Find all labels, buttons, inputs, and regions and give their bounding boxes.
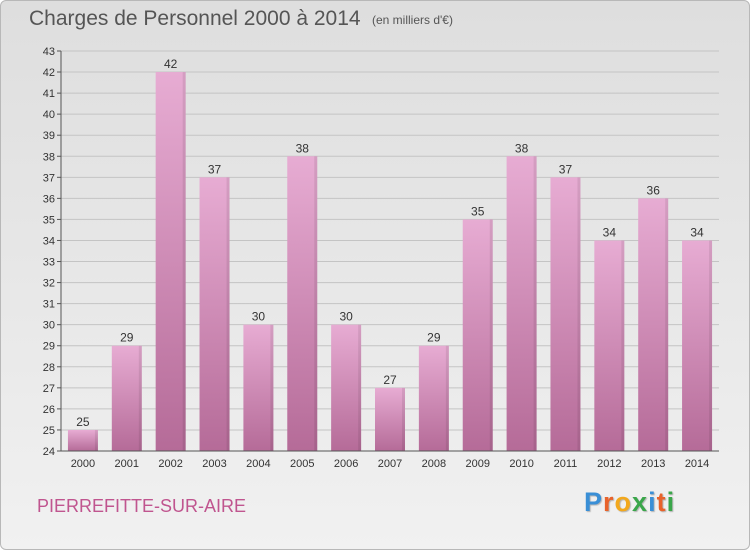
chart-title: Charges de Personnel 2000 à 2014 bbox=[29, 7, 361, 30]
commune-name: PIERREFITTE-SUR-AIRE bbox=[37, 496, 247, 516]
bar-2009 bbox=[462, 219, 493, 451]
bar-2007 bbox=[375, 387, 405, 451]
data-label-2000: 25 bbox=[76, 415, 90, 429]
bar-shade-2007 bbox=[402, 387, 405, 451]
y-tick-label: 25 bbox=[43, 425, 55, 437]
y-tick-label: 26 bbox=[43, 404, 55, 416]
bar-2008 bbox=[418, 345, 449, 451]
data-label-2004: 30 bbox=[252, 310, 266, 324]
bar-shade-2014 bbox=[709, 240, 713, 451]
bar-shade-2002 bbox=[182, 72, 186, 451]
bar-2010 bbox=[506, 156, 537, 451]
bar-shade-2006 bbox=[358, 324, 362, 451]
y-tick-label: 36 bbox=[43, 193, 55, 205]
y-tick-label: 28 bbox=[43, 362, 55, 374]
x-tick-label: 2014 bbox=[685, 458, 709, 470]
y-tick-label: 24 bbox=[43, 446, 55, 458]
bar-2000 bbox=[67, 429, 98, 451]
bar-shade-2012 bbox=[621, 240, 625, 451]
data-label-2013: 36 bbox=[647, 183, 661, 197]
bar-2005 bbox=[287, 156, 318, 451]
bar-2013 bbox=[638, 198, 669, 451]
x-tick-label: 2009 bbox=[465, 458, 489, 470]
x-tick-label: 2000 bbox=[71, 458, 95, 470]
data-label-2005: 38 bbox=[296, 141, 310, 155]
x-tick-label: 2008 bbox=[422, 458, 446, 470]
data-label-2002: 42 bbox=[164, 57, 178, 71]
bar-2001 bbox=[111, 345, 142, 451]
bar-2002 bbox=[155, 72, 186, 451]
bar-shade-2000 bbox=[94, 429, 98, 451]
bar-2003 bbox=[199, 177, 230, 451]
y-tick-label: 37 bbox=[43, 172, 55, 184]
data-label-2011: 37 bbox=[559, 162, 573, 176]
y-tick-label: 30 bbox=[43, 320, 55, 332]
bar-2006 bbox=[331, 324, 362, 451]
logo-letter: r bbox=[603, 487, 615, 517]
y-tick-label: 34 bbox=[43, 235, 55, 247]
data-label-2008: 29 bbox=[427, 331, 441, 345]
y-tick-label: 35 bbox=[43, 214, 55, 226]
x-tick-label: 2007 bbox=[378, 458, 402, 470]
x-tick-label: 2003 bbox=[202, 458, 226, 470]
x-tick-label: 2011 bbox=[554, 458, 578, 470]
bar-shade-2008 bbox=[445, 345, 449, 451]
data-label-2014: 34 bbox=[690, 225, 704, 239]
logo-letter: x bbox=[632, 487, 649, 517]
y-tick-label: 40 bbox=[43, 109, 55, 121]
y-tick-label: 27 bbox=[43, 383, 55, 395]
logo-letter: P bbox=[584, 487, 604, 517]
y-tick-label: 43 bbox=[43, 46, 55, 58]
bar-shade-2011 bbox=[577, 177, 581, 451]
data-label-2001: 29 bbox=[120, 331, 134, 345]
x-tick-label: 2002 bbox=[158, 458, 182, 470]
bar-shade-2004 bbox=[270, 324, 274, 451]
data-labels: 25 29 42 37 30 38 30 27 29 35 38 37 34 36 34 bbox=[76, 57, 704, 429]
bar-2004 bbox=[243, 324, 274, 451]
bar-2011 bbox=[550, 177, 581, 451]
data-label-2012: 34 bbox=[603, 225, 617, 239]
y-tick-label: 32 bbox=[43, 278, 55, 290]
data-label-2003: 37 bbox=[208, 162, 222, 176]
y-tick-label: 38 bbox=[43, 151, 55, 163]
x-tick-label: 2010 bbox=[509, 458, 533, 470]
logo-letter: i bbox=[666, 487, 676, 517]
y-tick-label: 42 bbox=[43, 67, 55, 79]
bar-shade-2009 bbox=[489, 219, 493, 451]
bars bbox=[67, 72, 713, 451]
axes: 24 25 26 27 28 29 30 31 32 33 34 35 36 37 38 39 40 41 42 43… bbox=[43, 46, 719, 470]
y-tick-label: 31 bbox=[43, 299, 55, 311]
bar-shade-2010 bbox=[533, 156, 537, 451]
logo-letter: t bbox=[656, 487, 667, 517]
bar-shade-2001 bbox=[138, 345, 142, 451]
logo-letter: i bbox=[648, 487, 657, 517]
x-tick-label: 2012 bbox=[597, 458, 621, 470]
bar-shade-2013 bbox=[665, 198, 669, 451]
logo-letter: o bbox=[614, 487, 633, 517]
y-tick-label: 41 bbox=[43, 88, 55, 100]
bar-2014 bbox=[682, 240, 713, 451]
x-tick-label: 2005 bbox=[290, 458, 314, 470]
data-label-2010: 38 bbox=[515, 141, 529, 155]
y-tick-label: 39 bbox=[43, 130, 55, 142]
x-tick-label: 2013 bbox=[641, 458, 665, 470]
y-tick-label: 33 bbox=[43, 257, 55, 269]
y-tick-label: 29 bbox=[43, 341, 55, 353]
data-label-2009: 35 bbox=[471, 204, 485, 218]
data-label-2007: 27 bbox=[383, 373, 397, 387]
chart-subtitle: (en milliers d'€) bbox=[372, 13, 453, 27]
x-tick-label: 2004 bbox=[246, 458, 270, 470]
bar-shade-2003 bbox=[226, 177, 230, 451]
x-tick-label: 2006 bbox=[334, 458, 358, 470]
x-tick-label: 2001 bbox=[115, 458, 139, 470]
bar-2012 bbox=[594, 240, 625, 451]
bar-shade-2005 bbox=[314, 156, 318, 451]
data-label-2006: 30 bbox=[339, 310, 353, 324]
proxiti-logo: Proxiti bbox=[584, 487, 675, 518]
